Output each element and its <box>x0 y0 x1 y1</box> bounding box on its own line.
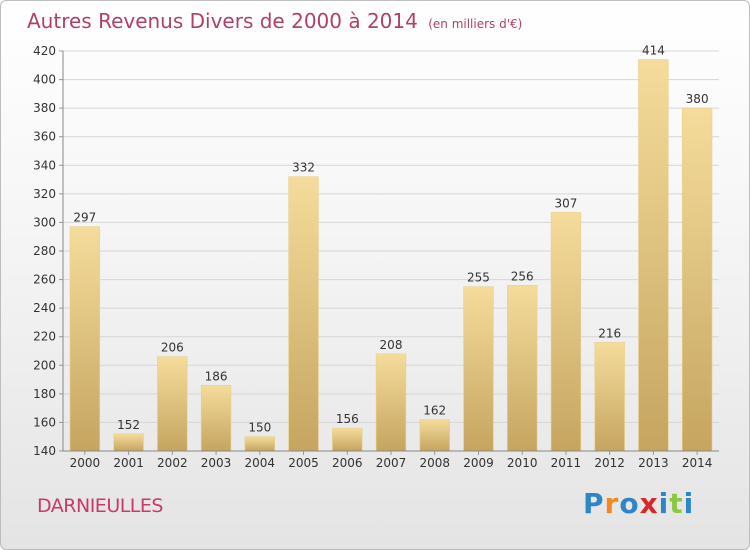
bar-2000 <box>69 226 101 452</box>
axes <box>62 51 719 452</box>
data-label-2012: 216 <box>598 326 621 340</box>
data-label-2011: 307 <box>554 196 577 210</box>
chart-title-text: Autres Revenus Divers de 2000 à 2014 <box>27 9 418 33</box>
data-label-2010: 256 <box>511 269 534 283</box>
data-label-2003: 186 <box>205 369 228 383</box>
x-tick-label: 2012 <box>594 456 625 470</box>
x-tick-label: 2003 <box>201 456 232 470</box>
y-tick-label: 320 <box>33 187 56 201</box>
data-labels: 297 152 206 186 150 332 156 208 162 255 256 307 216 4… <box>73 44 708 435</box>
data-label-2002: 206 <box>161 341 184 355</box>
x-tick-label: 2007 <box>376 456 407 470</box>
data-label-2008: 162 <box>423 404 446 418</box>
bar-2009 <box>463 286 494 452</box>
data-label-2014: 380 <box>686 92 709 106</box>
x-tick-label: 2013 <box>638 456 669 470</box>
bar-2006 <box>332 427 363 452</box>
y-tick-label: 380 <box>33 101 56 115</box>
y-tick-label: 200 <box>33 358 56 372</box>
y-tick-label: 180 <box>33 387 56 401</box>
x-tick-label: 2001 <box>113 456 144 470</box>
y-tick-label: 240 <box>33 301 56 315</box>
logo-letter: o <box>619 487 640 520</box>
logo-letter: t <box>669 487 684 520</box>
chart-title: Autres Revenus Divers de 2000 à 2014 (en… <box>27 9 522 33</box>
y-axis-ticks: 140 160 180 200 220 240 260 280 300 320 340 360 380 4… <box>33 44 63 458</box>
data-label-2006: 156 <box>336 412 359 426</box>
bar-2008 <box>419 419 450 452</box>
chart-subtitle: (en milliers d'€) <box>428 17 523 31</box>
proxiti-logo: Proxiti <box>583 487 694 520</box>
data-label-2001: 152 <box>117 418 140 432</box>
bar-2012 <box>594 342 625 452</box>
logo-letter: x <box>639 487 659 520</box>
x-tick-label: 2005 <box>288 456 319 470</box>
y-tick-label: 400 <box>33 73 56 87</box>
x-tick-label: 2006 <box>332 456 363 470</box>
y-tick-label: 340 <box>33 158 56 172</box>
x-tick-label: 2009 <box>463 456 494 470</box>
y-tick-label: 420 <box>33 44 56 58</box>
bar-2002 <box>157 356 188 452</box>
y-tick-label: 280 <box>33 244 56 258</box>
bar-2003 <box>200 384 232 452</box>
y-tick-label: 260 <box>33 273 56 287</box>
x-tick-label: 2000 <box>70 456 101 470</box>
bar-2005 <box>288 176 319 452</box>
data-label-2007: 208 <box>380 338 403 352</box>
bar-2001 <box>113 433 144 452</box>
bar-2011 <box>550 212 582 452</box>
x-tick-label: 2002 <box>157 456 188 470</box>
commune-name: DARNIEULLES <box>37 495 163 517</box>
bar-2013 <box>638 59 669 452</box>
logo-letter: i <box>658 487 670 520</box>
x-axis-ticks: 2000 2001 2002 2003 2004 2005 2006 2007 2008 2009… <box>70 451 713 470</box>
y-tick-label: 300 <box>33 215 56 229</box>
y-tick-label: 160 <box>33 415 56 429</box>
bar-2004 <box>244 436 275 452</box>
x-tick-label: 2014 <box>682 456 713 470</box>
x-tick-label: 2004 <box>245 456 276 470</box>
x-tick-label: 2008 <box>419 456 450 470</box>
y-tick-label: 220 <box>33 330 56 344</box>
bar-2007 <box>375 353 407 452</box>
x-tick-label: 2010 <box>507 456 538 470</box>
bars <box>69 59 713 452</box>
x-tick-label: 2011 <box>551 456 582 470</box>
logo-letter: r <box>604 487 620 520</box>
bar-2010 <box>507 284 538 452</box>
data-label-2013: 414 <box>642 44 665 58</box>
data-label-2005: 332 <box>292 161 315 175</box>
data-label-2004: 150 <box>248 421 271 435</box>
bar-2014 <box>681 107 713 452</box>
y-tick-label: 360 <box>33 130 56 144</box>
logo-letter: i <box>683 487 695 520</box>
y-tick-label: 140 <box>33 444 56 458</box>
data-label-2000: 297 <box>73 211 96 225</box>
logo-letter: P <box>583 487 605 520</box>
data-label-2009: 255 <box>467 271 490 285</box>
